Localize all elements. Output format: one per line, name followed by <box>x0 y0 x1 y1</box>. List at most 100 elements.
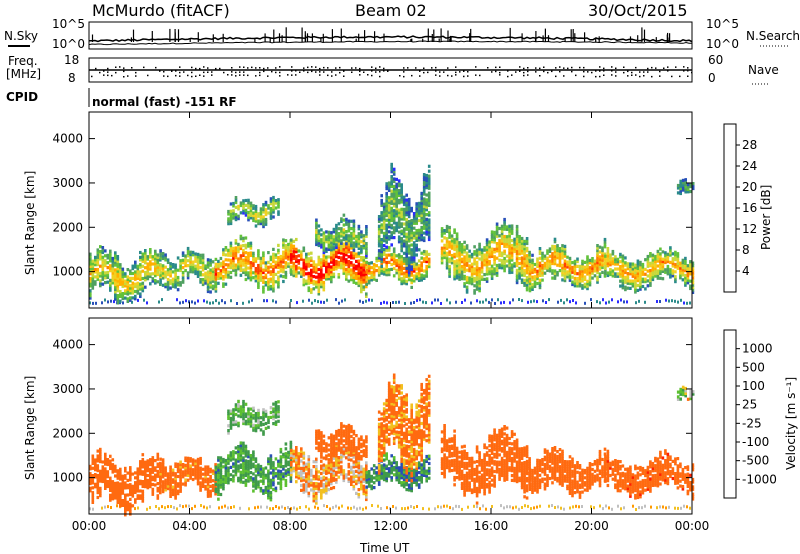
echo-cell <box>548 269 552 273</box>
nave-dot <box>231 67 233 69</box>
echo-cell <box>495 271 499 275</box>
echo-cell <box>365 270 368 274</box>
echo-cell <box>134 498 137 502</box>
echo-cell <box>571 282 574 287</box>
echo-cell <box>332 257 336 262</box>
echo-cell <box>191 468 195 472</box>
echo-cell <box>315 275 318 279</box>
echo-cell <box>269 507 271 511</box>
echo-cell <box>681 263 685 267</box>
nave-dot <box>643 71 645 73</box>
echo-cell <box>156 482 160 486</box>
echo-cell <box>340 249 343 253</box>
echo-cell <box>199 256 202 260</box>
echo-cell <box>422 231 426 235</box>
echo-cell <box>101 258 105 262</box>
echo-cell <box>222 282 225 286</box>
echo-cell <box>337 243 341 247</box>
echo-cell <box>154 266 157 270</box>
nave-dot <box>563 67 565 69</box>
echo-cell <box>405 261 408 266</box>
echo-cell <box>661 267 665 271</box>
echo-cell <box>383 300 385 304</box>
echo-cell <box>239 506 241 510</box>
echo-cell <box>676 256 680 261</box>
echo-cell <box>290 453 293 457</box>
echo-cell <box>480 250 484 255</box>
echo-cell <box>248 300 250 304</box>
nave-dot <box>527 70 529 73</box>
nave-dot <box>443 71 445 73</box>
echo-cell <box>528 289 532 293</box>
echo-cell <box>284 261 288 265</box>
echo-cell <box>327 230 331 234</box>
echo-cell <box>479 300 481 304</box>
echo-cell <box>362 507 364 511</box>
echo-cell <box>465 263 469 267</box>
echo-cell <box>114 263 117 267</box>
echo-cell <box>461 507 463 511</box>
echo-cell <box>427 260 431 264</box>
echo-cell <box>352 221 356 226</box>
echo-cell <box>159 273 162 277</box>
freq-unit: [MHz] <box>6 67 41 81</box>
echo-cell <box>204 472 207 476</box>
echo-cell <box>410 233 413 237</box>
echo-cell <box>679 276 682 280</box>
echo-cell <box>247 273 250 277</box>
echo-cell <box>520 256 524 260</box>
echo-cell <box>626 267 630 271</box>
echo-cell <box>684 182 687 187</box>
echo-cell <box>649 261 652 265</box>
echo-cell <box>485 240 489 244</box>
echo-cell <box>109 486 112 490</box>
echo-cell <box>204 281 207 285</box>
echo-cell <box>154 478 157 482</box>
echo-cell <box>661 257 665 261</box>
echo-cell <box>493 233 496 237</box>
echo-cell <box>109 256 112 261</box>
echo-cell <box>322 263 326 267</box>
nave-dot <box>275 67 277 69</box>
echo-cell <box>538 286 542 290</box>
echo-cell <box>621 281 625 285</box>
echo-cell <box>129 276 132 280</box>
echo-cell <box>407 256 411 260</box>
power-ylabel: Slant Range [km] <box>23 171 37 275</box>
echo-cell <box>111 274 115 278</box>
echo-cell <box>371 504 373 507</box>
echo-cell <box>114 481 117 485</box>
echo-cell <box>335 259 338 264</box>
nave-dot <box>463 75 465 78</box>
echo-cell <box>109 484 112 488</box>
echo-cell <box>176 280 180 284</box>
nave-dot <box>387 70 389 72</box>
echo-cell <box>483 260 486 264</box>
echo-cell <box>199 466 202 470</box>
echo-cell <box>380 211 383 215</box>
echo-cell <box>159 249 162 253</box>
echo-cell <box>686 276 690 280</box>
echo-cell <box>206 260 210 264</box>
echo-cell <box>320 240 323 244</box>
echo-cell <box>407 506 409 510</box>
echo-cell <box>259 474 263 478</box>
echo-cell <box>606 259 610 263</box>
echo-cell <box>368 298 370 302</box>
echo-cell <box>546 263 549 268</box>
echo-cell <box>684 259 687 263</box>
echo-cell <box>315 240 318 244</box>
echo-cell <box>124 496 127 500</box>
echo-cell <box>350 270 353 274</box>
echo-cell <box>149 255 152 259</box>
freq-tick-high: 18 <box>64 53 79 67</box>
echo-cell <box>104 249 107 253</box>
echo-cell <box>141 497 145 501</box>
echo-cell <box>402 200 406 204</box>
echo-cell <box>573 262 577 266</box>
echo-cell <box>671 274 675 278</box>
nave-dot <box>163 71 165 73</box>
echo-cell <box>124 272 127 276</box>
echo-cell <box>669 268 672 272</box>
echo-cell <box>561 253 564 258</box>
